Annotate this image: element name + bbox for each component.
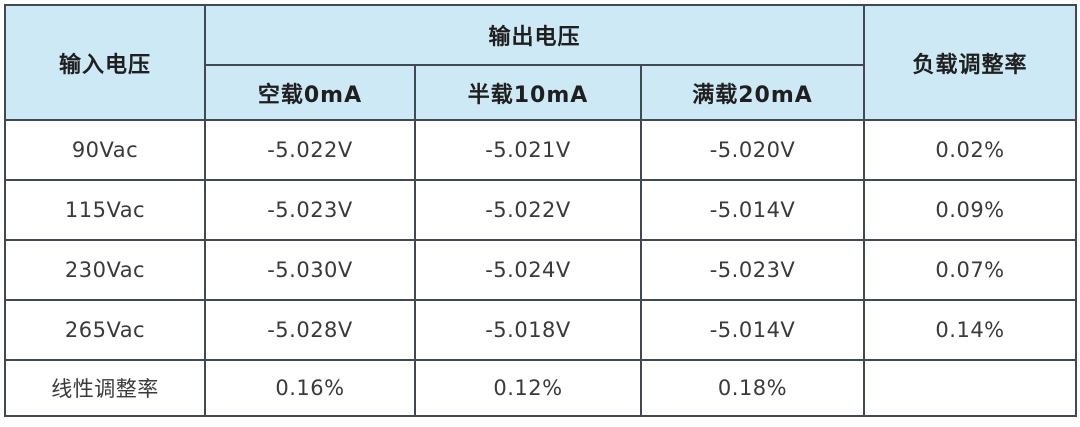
value-full-load: -5.014V — [639, 299, 866, 361]
measurement-table-container: 输入电压 输出电压 负载调整率 空载0mA 半载10mA 满载20mA 90Va… — [4, 4, 1078, 417]
value-load-regulation: 0.14% — [863, 299, 1078, 361]
header-row-group: 输入电压 输出电压 负载调整率 — [4, 4, 1078, 121]
table-row-265vac: 265Vac -5.028V -5.018V -5.014V 0.14% — [4, 299, 1078, 361]
value-half-load: 0.12% — [414, 359, 642, 417]
table-row-230vac: 230Vac -5.030V -5.024V -5.023V 0.07% — [4, 239, 1078, 301]
value-half-load: -5.022V — [414, 179, 642, 241]
value-load-regulation-empty — [863, 359, 1078, 417]
value-no-load: -5.030V — [204, 239, 416, 301]
header-output-voltage-group: 输出电压 — [203, 4, 866, 66]
row-label: 90Vac — [4, 119, 206, 181]
header-no-load: 空载0mA — [204, 64, 416, 121]
value-no-load: -5.022V — [204, 119, 416, 181]
header-row-conditions: 空载0mA 半载10mA 满载20mA — [5, 64, 1076, 121]
value-half-load: -5.018V — [414, 299, 642, 361]
table-row-line-regulation: 线性调整率 0.16% 0.12% 0.18% — [4, 359, 1078, 417]
row-label: 265Vac — [4, 299, 206, 361]
value-load-regulation: 0.09% — [863, 179, 1078, 241]
table-row-115vac: 115Vac -5.023V -5.022V -5.014V 0.09% — [4, 179, 1078, 241]
value-no-load: -5.028V — [204, 299, 416, 361]
value-half-load: -5.024V — [414, 239, 642, 301]
row-label: 230Vac — [4, 239, 206, 301]
value-no-load: 0.16% — [204, 359, 416, 417]
row-label: 线性调整率 — [4, 359, 206, 417]
value-full-load: 0.18% — [639, 359, 866, 417]
voltage-regulation-table: 输入电压 输出电压 负载调整率 空载0mA 半载10mA 满载20mA 90Va… — [4, 4, 1078, 417]
header-load-regulation: 负载调整率 — [863, 4, 1078, 121]
value-full-load: -5.023V — [639, 239, 866, 301]
value-load-regulation: 0.07% — [863, 239, 1078, 301]
value-full-load: -5.020V — [639, 119, 866, 181]
value-no-load: -5.023V — [204, 179, 416, 241]
header-full-load: 满载20mA — [639, 64, 866, 121]
value-load-regulation: 0.02% — [863, 119, 1078, 181]
header-half-load: 半载10mA — [414, 64, 642, 121]
row-label: 115Vac — [4, 179, 206, 241]
table-row-90vac: 90Vac -5.022V -5.021V -5.020V 0.02% — [4, 119, 1078, 181]
header-input-voltage: 输入电压 — [4, 4, 206, 121]
value-half-load: -5.021V — [414, 119, 642, 181]
value-full-load: -5.014V — [639, 179, 866, 241]
